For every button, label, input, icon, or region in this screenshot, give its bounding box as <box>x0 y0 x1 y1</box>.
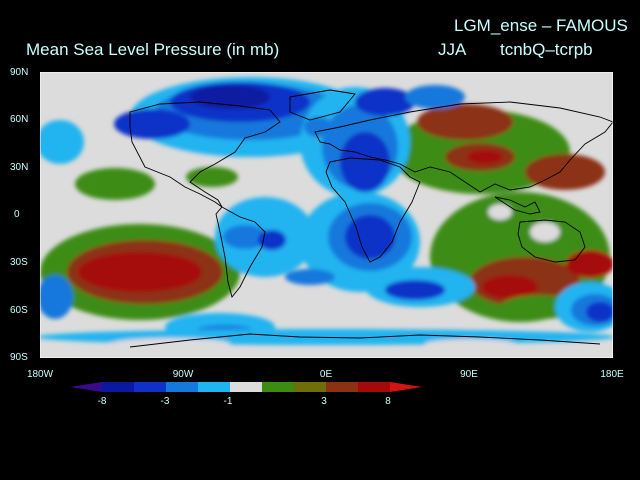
colorbar-swatch <box>390 382 422 392</box>
colorbar-swatch <box>326 382 358 392</box>
colorbar-swatch <box>230 382 262 392</box>
lon-label-180e: 180E <box>600 369 624 380</box>
difference-label: tcnbQ–tcrpb <box>500 40 593 59</box>
lat-label-30s: 30S <box>10 257 28 268</box>
lon-label-90e: 90E <box>460 369 478 380</box>
colorbar-label-8: 8 <box>385 396 391 407</box>
colorbar-swatch <box>134 382 166 392</box>
colorbar-label-minus1: -1 <box>223 396 233 407</box>
colorbar-swatch <box>198 382 230 392</box>
colorbar-label-minus8: -8 <box>97 396 107 407</box>
anomaly-field <box>40 77 613 350</box>
lon-label-90w: 90W <box>172 369 194 380</box>
lat-label-60n: 60N <box>10 114 29 125</box>
lat-label-90n: 90N <box>10 67 29 78</box>
colorbar-swatch <box>166 382 198 392</box>
pressure-anomaly-map <box>40 72 613 358</box>
lat-label-0: 0 <box>14 209 20 220</box>
colorbar-swatch <box>102 382 134 392</box>
colorbar <box>70 382 422 392</box>
colorbar-label-3: 3 <box>321 396 327 407</box>
colorbar-label-minus3: -3 <box>160 396 170 407</box>
lat-label-30n: 30N <box>10 162 29 173</box>
map-title: Mean Sea Level Pressure (in mb) <box>26 40 280 59</box>
lon-label-0e: 0E <box>319 369 333 380</box>
colorbar-swatch <box>294 382 326 392</box>
coastlines <box>129 89 613 348</box>
colorbar-segments <box>70 382 422 392</box>
season-label: JJA <box>438 40 467 59</box>
colorbar-swatch <box>262 382 294 392</box>
lat-label-60s: 60S <box>10 305 28 316</box>
experiment-label: LGM_ense – FAMOUS <box>454 16 628 35</box>
colorbar-swatch <box>70 382 102 392</box>
colorbar-swatch <box>358 382 390 392</box>
lat-label-90s: 90S <box>10 352 28 363</box>
lon-label-180w: 180W <box>26 369 54 380</box>
